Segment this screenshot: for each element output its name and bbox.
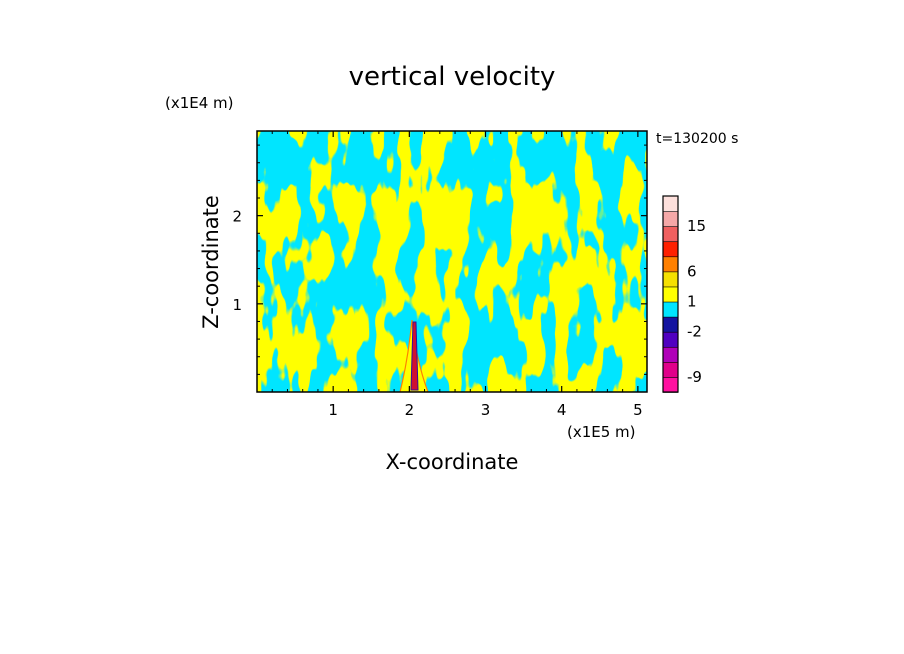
colorbar-swatch — [662, 210, 679, 227]
colorbar-swatch — [662, 271, 679, 288]
x-unit-label: (x1E5 m) — [567, 423, 636, 441]
positive-regions — [257, 131, 647, 392]
x-tick-label: 2 — [405, 401, 415, 419]
x-tick-label: 5 — [633, 401, 643, 419]
colorbar-swatch — [662, 346, 679, 363]
colorbar-labels: -9 -2 1 6 15 — [687, 217, 706, 386]
colorbar-label: -2 — [687, 323, 702, 341]
colorbar-label: 15 — [687, 217, 706, 235]
colorbar-label: -9 — [687, 368, 702, 386]
colorbar-swatch — [662, 316, 679, 333]
colorbar — [662, 195, 679, 393]
colorbar-swatch — [662, 286, 679, 303]
x-tick-label: 3 — [481, 401, 491, 419]
chart-title: vertical velocity — [349, 62, 556, 92]
colorbar-swatch — [662, 331, 679, 348]
colorbar-label: 6 — [687, 262, 697, 280]
colorbar-swatch — [662, 361, 679, 378]
y-tick-label: 2 — [232, 208, 242, 226]
y-unit-label: (x1E4 m) — [165, 94, 234, 112]
velocity-field — [257, 131, 647, 392]
colorbar-label: 1 — [687, 293, 697, 311]
colorbar-swatch — [662, 225, 679, 243]
y-axis-title: Z-coordinate — [199, 195, 223, 329]
colorbar-swatch — [662, 195, 679, 212]
time-label: t=130200 s — [656, 131, 738, 147]
updraft-core — [410, 321, 419, 391]
x-axis-title: X-coordinate — [386, 450, 519, 474]
colorbar-swatch — [662, 376, 679, 393]
x-tick-label: 1 — [328, 401, 338, 419]
colorbar-swatch — [662, 256, 679, 273]
y-tick-label: 1 — [232, 296, 242, 314]
colorbar-frame — [662, 195, 679, 393]
colorbar-swatch — [662, 301, 679, 318]
colorbar-swatch — [662, 240, 679, 258]
x-tick-label: 4 — [557, 401, 567, 419]
y-axis-ticks: 12 — [232, 144, 647, 375]
plot-frame — [256, 130, 648, 393]
x-axis-ticks: 1 2 3 4 5 — [271, 131, 643, 419]
